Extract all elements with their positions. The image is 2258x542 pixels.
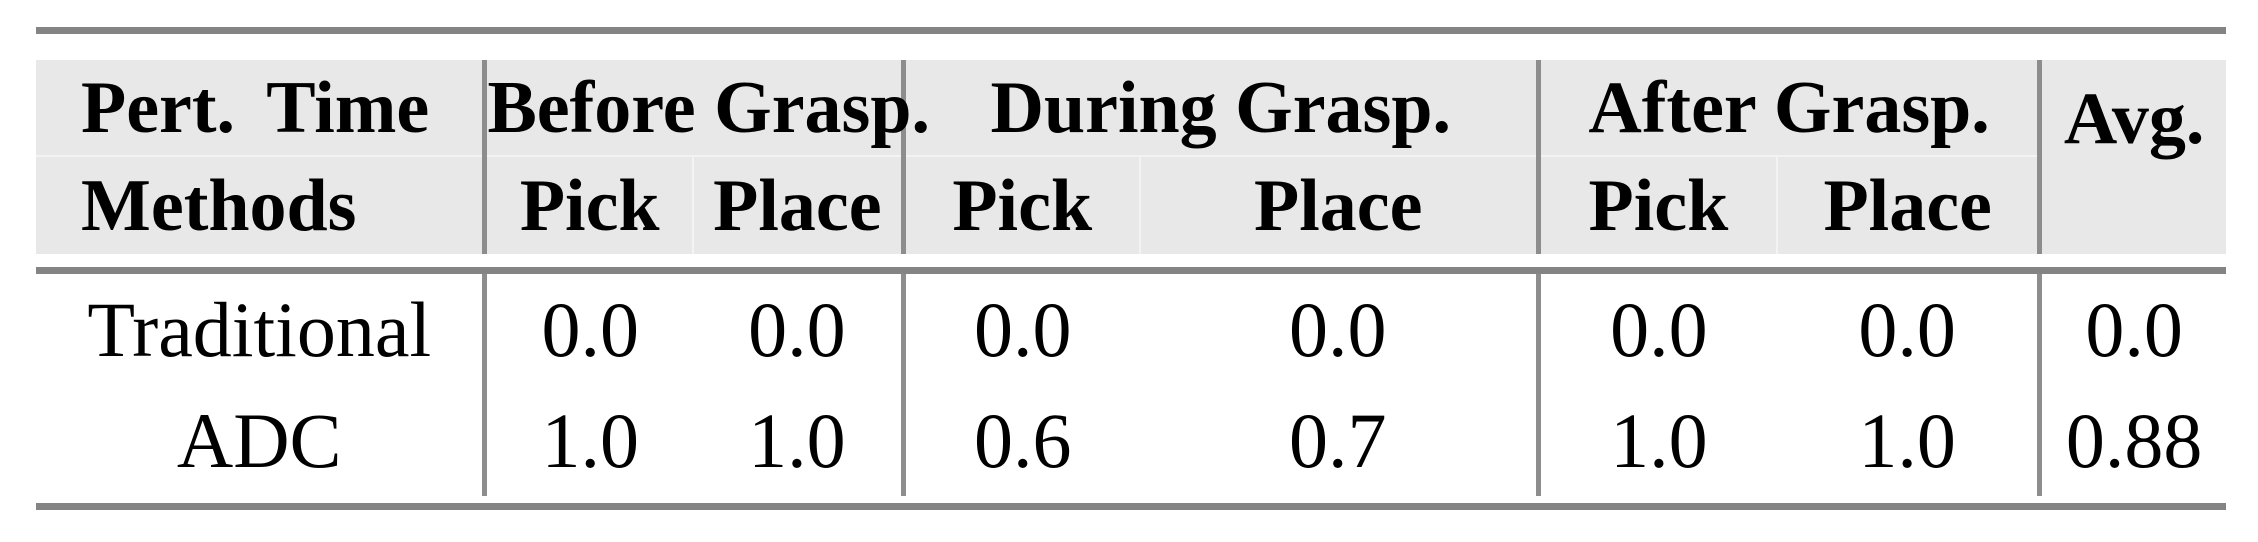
subheader-during-place: Place	[1138, 155, 1539, 254]
cell-adc-during-pick: 0.6	[900, 385, 1140, 496]
table-top-rule	[36, 27, 2226, 34]
header-pert-time: Pert. Time	[81, 66, 430, 149]
cell-traditional-before-place: 0.0	[748, 285, 846, 373]
table-bottom-rule	[36, 503, 2226, 510]
cell-traditional-during-pick: 0.0	[900, 274, 1140, 385]
header-methods: Methods	[36, 155, 485, 254]
cell-traditional-after-place: 0.0	[1858, 285, 1956, 373]
results-table: Pert. Time Before Grasp. During Grasp. A…	[36, 27, 2226, 510]
cell-adc-avg: 0.88	[2037, 385, 2226, 496]
subheader-before-place: Place	[691, 155, 904, 254]
cell-adc-after-pick: 1.0	[1535, 385, 1778, 496]
method-label-adc: ADC	[176, 396, 342, 484]
group-header-before-grasp: Before Grasp.	[482, 60, 930, 156]
header-avg: Avg.	[2037, 60, 2226, 254]
subheader-after-pick: Pick	[1535, 155, 1778, 254]
cell-adc-during-place: 0.7	[1289, 396, 1387, 484]
cell-traditional-avg: 0.0	[2037, 274, 2226, 385]
table-header: Pert. Time Before Grasp. During Grasp. A…	[36, 60, 2226, 254]
group-header-during-grasp: During Grasp.	[900, 60, 1539, 156]
subheader-after-place: Place	[1776, 155, 2040, 254]
table-body: Traditional 0.0 0.0 0.0 0.0 0.0 0.0 0.0 …	[36, 274, 2226, 496]
cell-traditional-after-pick: 0.0	[1535, 274, 1778, 385]
cell-traditional-before-pick: 0.0	[482, 274, 693, 385]
group-header-after-grasp: After Grasp.	[1535, 60, 2040, 156]
cell-adc-after-place: 1.0	[1858, 396, 1956, 484]
table-row-traditional: Traditional 0.0 0.0 0.0 0.0 0.0 0.0 0.0	[36, 274, 2226, 385]
method-label-traditional: Traditional	[87, 285, 432, 373]
table-mid-rule	[36, 267, 2226, 274]
cell-adc-before-pick: 1.0	[482, 385, 693, 496]
subheader-before-pick: Pick	[482, 155, 693, 254]
table-row-adc: ADC 1.0 1.0 0.6 0.7 1.0 1.0 0.88	[36, 385, 2226, 496]
cell-traditional-during-place: 0.0	[1289, 285, 1387, 373]
cell-adc-before-place: 1.0	[748, 396, 846, 484]
subheader-during-pick: Pick	[900, 155, 1140, 254]
